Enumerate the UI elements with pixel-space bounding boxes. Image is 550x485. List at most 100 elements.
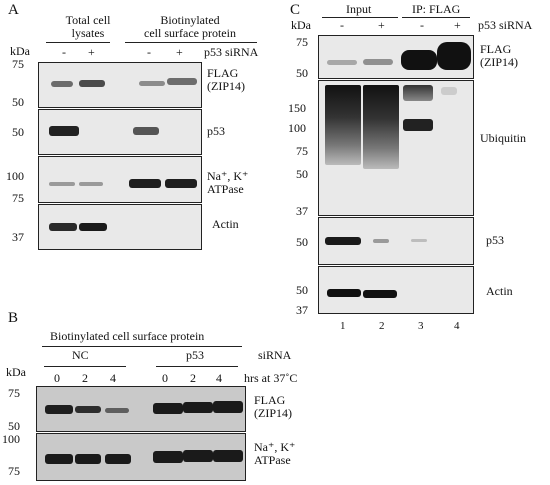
lane-number: 1 bbox=[340, 320, 346, 332]
marker: 75 bbox=[8, 464, 20, 478]
sign: - bbox=[147, 45, 151, 59]
label-line1: FLAG bbox=[480, 42, 512, 56]
treatment-label: p53 siRNA bbox=[478, 18, 533, 32]
time: 4 bbox=[110, 371, 116, 385]
marker: 50 bbox=[296, 283, 308, 297]
ip-underline bbox=[402, 17, 470, 18]
label-line1: Na⁺, K⁺ bbox=[254, 440, 296, 454]
blot-a-actin bbox=[38, 204, 202, 250]
title-underline bbox=[42, 346, 242, 347]
blot-b-flag bbox=[36, 386, 246, 432]
panel-b-title: Biotinylated cell surface protein bbox=[50, 329, 205, 343]
p53-underline bbox=[156, 366, 238, 367]
blot-label: p53 bbox=[486, 234, 504, 247]
sign: - bbox=[62, 45, 66, 59]
band bbox=[139, 81, 165, 86]
label-line1: p53 bbox=[486, 233, 504, 247]
marker: 150 bbox=[288, 101, 306, 115]
label-line2: ATPase bbox=[207, 182, 244, 196]
treatment-label: siRNA bbox=[258, 348, 292, 362]
label-line1: Actin bbox=[212, 217, 239, 231]
blot-label: Actin bbox=[486, 285, 513, 298]
input-underline bbox=[322, 17, 398, 18]
group1-underline bbox=[46, 42, 110, 43]
group2-line2: cell surface protein bbox=[144, 26, 236, 40]
band bbox=[363, 290, 397, 298]
band bbox=[133, 127, 159, 135]
blot-label: Na⁺, K⁺ ATPase bbox=[207, 170, 248, 196]
band bbox=[373, 239, 389, 243]
band bbox=[45, 454, 73, 464]
band bbox=[129, 179, 161, 188]
band bbox=[79, 182, 103, 186]
panel-c-kda: kDa bbox=[291, 18, 311, 32]
sign: + bbox=[378, 18, 385, 32]
group-nc: NC bbox=[72, 348, 89, 362]
smear bbox=[403, 85, 433, 101]
group-ip: IP: FLAG bbox=[412, 2, 461, 16]
blot-a-atpase bbox=[38, 156, 202, 203]
blot-label: Ubiquitin bbox=[480, 132, 526, 145]
group-input: Input bbox=[346, 2, 372, 16]
label-line2: (ZIP14) bbox=[207, 79, 245, 93]
time: 0 bbox=[54, 371, 60, 385]
label-line1: p53 bbox=[207, 124, 225, 138]
group2-line1: Biotinylated bbox=[160, 13, 220, 27]
blot-b-atpase bbox=[36, 433, 246, 481]
label-line1: Actin bbox=[486, 284, 513, 298]
blot-label: FLAG (ZIP14) bbox=[207, 67, 245, 93]
sign: + bbox=[454, 18, 461, 32]
label-line2: (ZIP14) bbox=[254, 406, 292, 420]
marker: 50 bbox=[8, 419, 20, 433]
marker: 100 bbox=[288, 121, 306, 135]
label-line1: FLAG bbox=[207, 66, 239, 80]
marker: 50 bbox=[296, 66, 308, 80]
group-p53: p53 bbox=[186, 348, 204, 362]
band bbox=[411, 239, 427, 242]
band bbox=[49, 223, 77, 231]
band bbox=[325, 237, 361, 245]
band bbox=[79, 223, 107, 231]
panel-c-letter: C bbox=[290, 2, 301, 18]
band bbox=[183, 402, 213, 413]
smear bbox=[363, 85, 399, 169]
label-line2: ATPase bbox=[254, 453, 291, 467]
smear bbox=[441, 87, 457, 95]
sign: - bbox=[340, 18, 344, 32]
nc-underline bbox=[44, 366, 126, 367]
panel-a-group1-header: Total cell lysates bbox=[56, 14, 120, 40]
band bbox=[213, 401, 243, 413]
band bbox=[327, 60, 357, 65]
marker: 75 bbox=[296, 35, 308, 49]
blot-c-p53 bbox=[318, 217, 474, 265]
time-label: hrs at 37˚C bbox=[244, 371, 298, 385]
blot-c-actin bbox=[318, 266, 474, 314]
blot-a-p53 bbox=[38, 109, 202, 155]
band bbox=[167, 78, 197, 85]
band bbox=[327, 289, 361, 297]
marker: 100 bbox=[6, 169, 24, 183]
blot-a-flag bbox=[38, 62, 202, 108]
band bbox=[105, 454, 131, 464]
marker: 75 bbox=[8, 386, 20, 400]
marker: 37 bbox=[296, 303, 308, 317]
label-line2: (ZIP14) bbox=[480, 55, 518, 69]
marker: 37 bbox=[296, 204, 308, 218]
band bbox=[437, 42, 471, 70]
marker: 50 bbox=[12, 125, 24, 139]
marker: 75 bbox=[12, 57, 24, 71]
band bbox=[153, 451, 183, 463]
marker: 75 bbox=[12, 191, 24, 205]
group1-line2: lysates bbox=[71, 26, 105, 40]
blot-label: Actin bbox=[212, 218, 239, 231]
band bbox=[49, 126, 79, 136]
lane-number: 2 bbox=[379, 320, 385, 332]
lane-number: 3 bbox=[418, 320, 424, 332]
group2-underline bbox=[125, 42, 257, 43]
marker: 50 bbox=[12, 95, 24, 109]
marker: 100 bbox=[2, 432, 20, 446]
band bbox=[153, 403, 183, 414]
band bbox=[75, 406, 101, 413]
sign: + bbox=[176, 45, 183, 59]
marker: 75 bbox=[296, 144, 308, 158]
